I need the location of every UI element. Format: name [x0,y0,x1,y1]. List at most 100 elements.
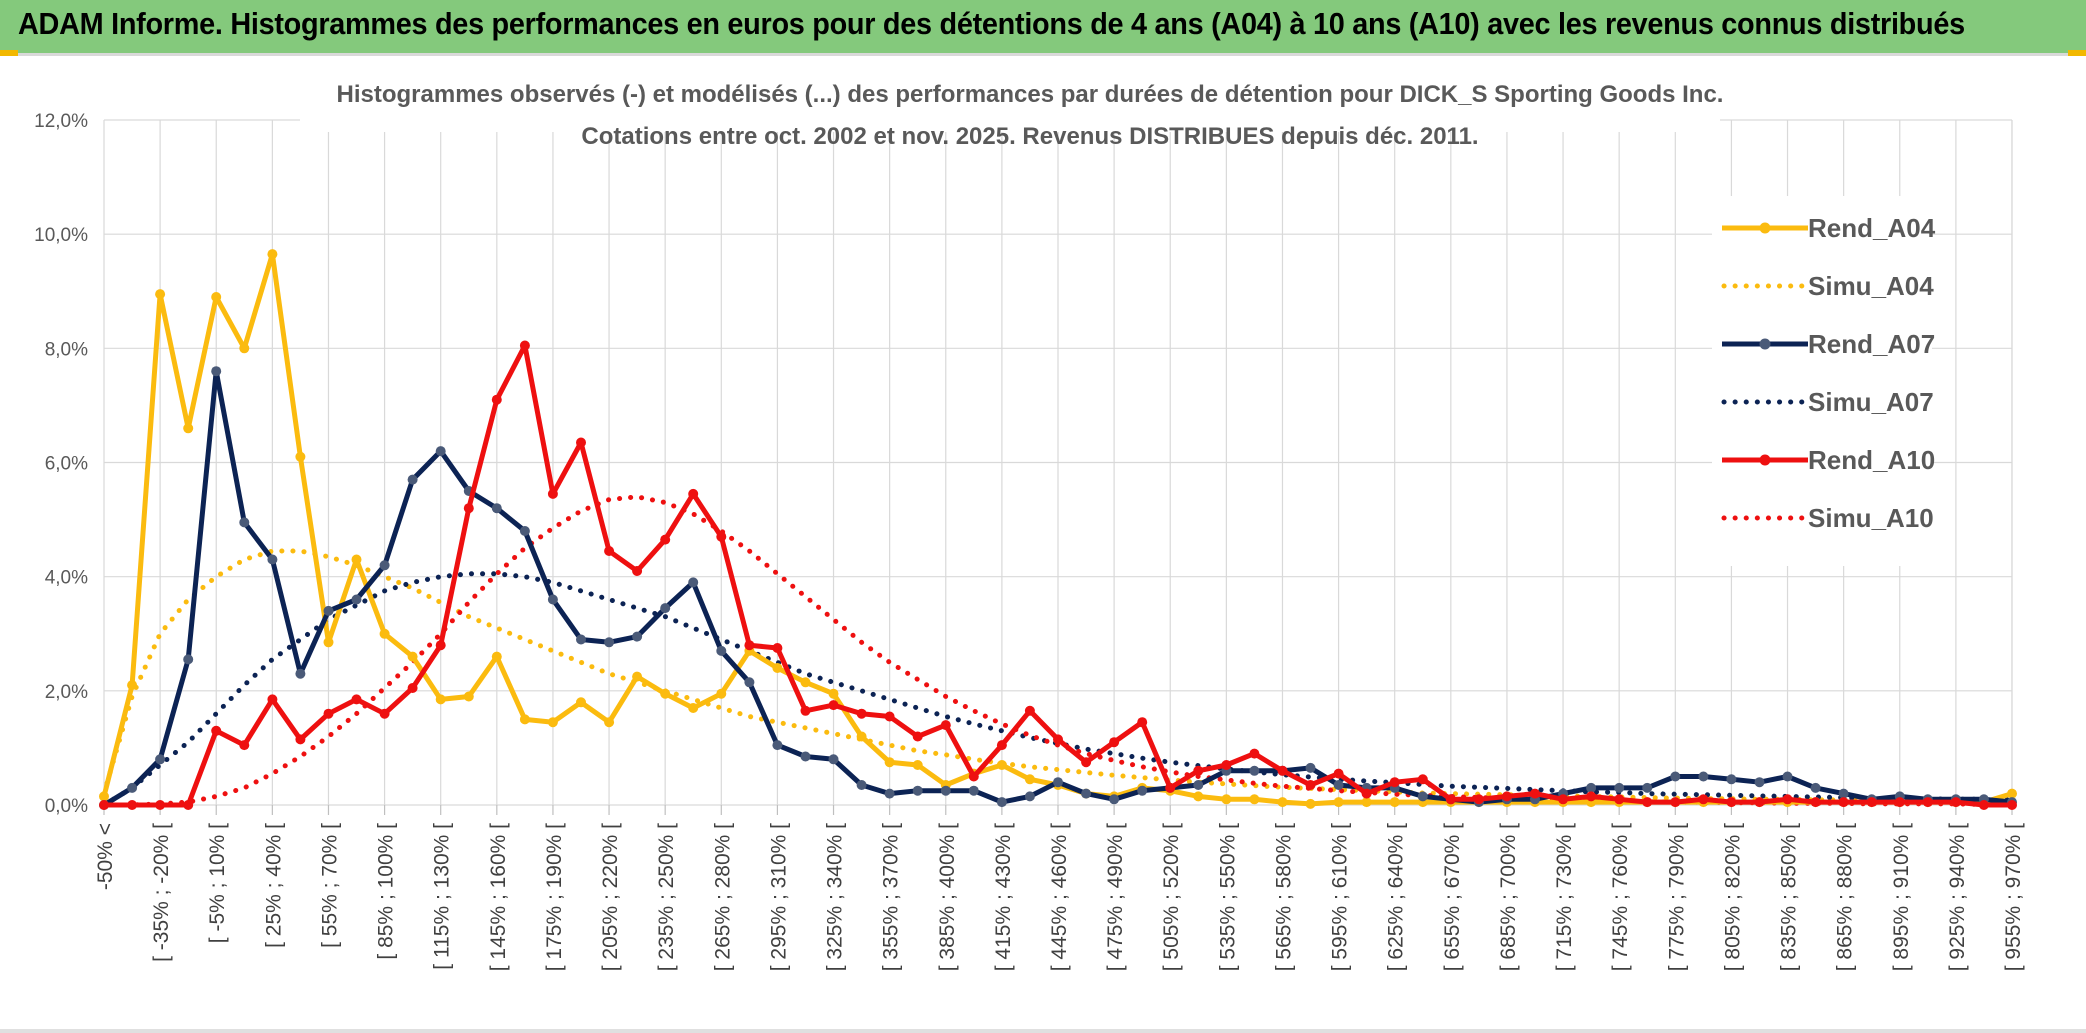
data-point-rend-a10 [1670,797,1681,808]
x-tick-label: [ 775% ; 790% [ [1665,823,1688,971]
x-tick-label: [ 475% ; 490% [ [1104,823,1127,971]
data-point-rend-a07 [1081,788,1092,799]
y-axis-ticks: 0,0% 2,0% 4,0% 6,0% 8,0% 10,0% 12,0% [34,111,88,817]
legend-label-rend-a10: Rend_A10 [1808,445,1935,475]
data-point-rend-a10 [1501,791,1512,802]
x-tick-label: [ -35% ; -20% [ [150,823,173,962]
x-tick-label: [ 565% ; 580% [ [1272,823,1295,971]
data-point-rend-a04 [800,677,811,688]
y-tick-label: 10,0% [34,225,88,246]
title-backdrop [300,58,1720,132]
data-point-rend-a10 [800,705,811,716]
data-point-rend-a10 [1586,791,1597,802]
y-tick-label: 0,0% [45,796,88,817]
data-point-rend-a07 [828,754,839,765]
data-point-rend-a04 [183,423,194,434]
data-point-rend-a10 [1614,794,1625,805]
x-tick-label: [ 385% ; 400% [ [936,823,959,971]
data-point-rend-a10 [435,640,446,651]
bottom-border [0,1029,2086,1033]
data-point-rend-a07 [1670,771,1681,782]
x-tick-label: [ 865% ; 880% [ [1834,823,1857,971]
data-point-rend-a10 [351,694,362,705]
data-point-rend-a04 [155,289,166,300]
series-line-simu-a10 [101,494,2015,808]
data-point-rend-a07 [211,366,222,377]
x-tick-label: [ 745% ; 760% [ [1609,823,1632,971]
data-point-rend-a10 [1165,782,1176,793]
data-point-rend-a10 [491,394,502,405]
data-point-rend-a10 [968,771,979,782]
data-point-rend-a07 [1137,785,1148,796]
data-point-rend-a10 [379,708,390,719]
data-point-rend-a07 [155,754,166,765]
data-point-rend-a10 [1754,797,1765,808]
x-tick-label: [ 625% ; 640% [ [1385,823,1408,971]
data-point-rend-a10 [1053,734,1063,745]
header-bar: ADAM Informe. Histogrammes des performan… [0,0,2086,56]
data-point-rend-a10 [1726,797,1737,808]
data-point-rend-a10 [1866,797,1877,808]
data-point-rend-a07 [323,605,334,616]
data-point-rend-a10 [407,683,418,693]
data-point-rend-a07 [576,634,586,645]
data-point-rend-a04 [1024,774,1035,785]
data-point-rend-a04 [660,688,671,699]
data-point-rend-a10 [2007,800,2017,810]
data-point-rend-a04 [1221,794,1232,805]
x-tick-label: [ 205% ; 220% [ [599,823,622,971]
data-point-rend-a04 [407,651,418,662]
data-point-rend-a04 [884,757,895,768]
data-point-rend-a04 [716,688,727,699]
data-point-rend-a07 [716,645,727,656]
legend-marker-rend-a10 [1759,454,1771,466]
data-point-rend-a10 [323,708,334,719]
data-point-rend-a07 [1698,771,1709,782]
data-point-rend-a10 [912,731,923,742]
legend-label-rend-a04: Rend_A04 [1808,213,1936,243]
data-point-rend-a10 [1024,705,1035,716]
data-point-rend-a10 [1417,774,1428,785]
data-point-rend-a10 [155,800,166,810]
x-tick-label: [ 805% ; 820% [ [1721,823,1744,971]
data-point-rend-a10 [1978,800,1989,810]
data-point-rend-a10 [547,488,558,499]
data-point-rend-a10 [1894,797,1905,808]
series-line-simu-a04 [101,548,2015,804]
data-point-rend-a10 [1305,780,1316,790]
data-point-rend-a07 [940,785,951,796]
data-point-rend-a04 [295,451,306,462]
x-tick-label: [ 595% ; 610% [ [1329,823,1352,971]
data-point-rend-a10 [940,720,951,731]
x-tick-label: [ 325% ; 340% [ [824,823,847,971]
data-point-rend-a07 [744,677,755,688]
x-tick-label: [ 505% ; 520% [ [1160,823,1183,971]
y-tick-label: 6,0% [45,454,88,475]
data-point-rend-a10 [576,437,586,448]
data-point-rend-a07 [1810,782,1821,793]
data-point-rend-a07 [772,740,783,751]
x-tick-label: [ -5% ; 10% [ [206,823,229,943]
data-point-rend-a07 [884,788,895,799]
x-tick-label: [ 145% ; 160% [ [487,823,510,971]
data-point-rend-a07 [1642,782,1653,793]
data-point-rend-a07 [1782,771,1793,782]
data-point-rend-a04 [239,343,250,354]
data-point-rend-a07 [1053,777,1063,788]
x-tick-label: [ 235% ; 250% [ [655,823,678,971]
legend-label-simu-a10: Simu_A10 [1808,503,1934,533]
data-point-rend-a04 [996,760,1007,770]
data-point-rend-a07 [968,785,979,796]
data-point-rend-a07 [379,560,390,571]
legend: Rend_A04 Simu_A04 Rend_A07 Simu_A07 Rend_A10… [1712,196,1936,566]
data-point-rend-a10 [267,694,278,705]
data-point-rend-a04 [379,628,390,639]
data-point-rend-a07 [856,780,867,790]
x-tick-label: [ 445% ; 460% [ [1048,823,1071,971]
data-point-rend-a04 [547,717,558,728]
data-point-rend-a07 [660,603,671,614]
data-point-rend-a10 [1389,777,1400,788]
data-point-rend-a10 [211,725,222,736]
x-tick-label: [ 895% ; 910% [ [1890,823,1913,971]
x-tick-label: [ 535% ; 550% [ [1216,823,1239,971]
